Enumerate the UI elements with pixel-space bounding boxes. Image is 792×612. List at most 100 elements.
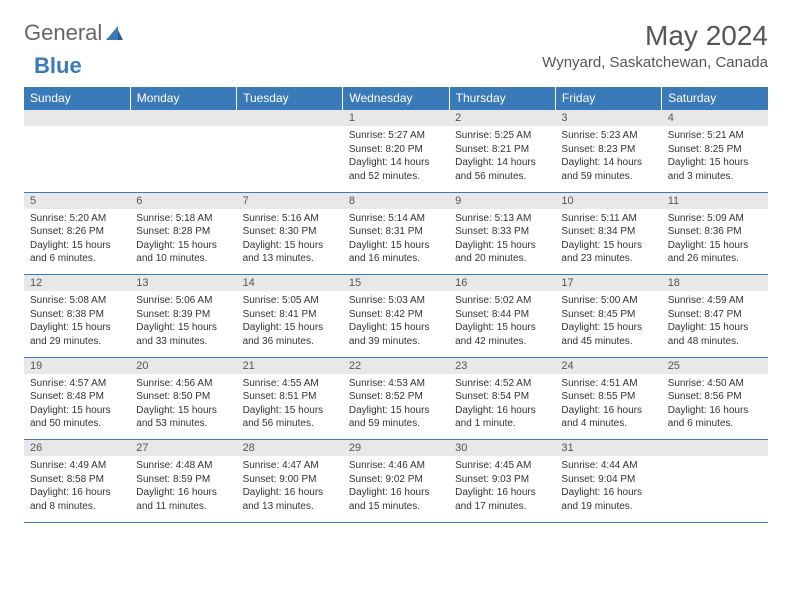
daynum-row: 262728293031: [24, 440, 768, 457]
daylight-text: Daylight: 15 hours and 42 minutes.: [455, 321, 549, 348]
daylight-text: Daylight: 15 hours and 6 minutes.: [30, 239, 124, 266]
logo-text-2: Blue: [34, 53, 82, 78]
day-number: 14: [237, 275, 343, 292]
sunrise-text: Sunrise: 4:53 AM: [349, 377, 443, 391]
day-number: 5: [24, 192, 130, 209]
day-number: 25: [662, 357, 768, 374]
sunrise-text: Sunrise: 4:50 AM: [668, 377, 762, 391]
sunset-text: Sunset: 8:48 PM: [30, 390, 124, 404]
daylight-text: Daylight: 15 hours and 3 minutes.: [668, 156, 762, 183]
sunrise-text: Sunrise: 5:13 AM: [455, 212, 549, 226]
logo: General: [24, 20, 124, 46]
sunrise-text: Sunrise: 5:09 AM: [668, 212, 762, 226]
daylight-text: Daylight: 15 hours and 36 minutes.: [243, 321, 337, 348]
sunrise-text: Sunrise: 5:03 AM: [349, 294, 443, 308]
daylight-text: Daylight: 15 hours and 16 minutes.: [349, 239, 443, 266]
day-details: Sunrise: 5:13 AMSunset: 8:33 PMDaylight:…: [449, 209, 555, 275]
day-number: 4: [662, 110, 768, 127]
day-number: 20: [130, 357, 236, 374]
day-details: Sunrise: 5:14 AMSunset: 8:31 PMDaylight:…: [343, 209, 449, 275]
col-wednesday: Wednesday: [343, 87, 449, 110]
sunrise-text: Sunrise: 5:21 AM: [668, 129, 762, 143]
day-details: [130, 126, 236, 192]
daylight-text: Daylight: 16 hours and 8 minutes.: [30, 486, 124, 513]
sunrise-text: Sunrise: 4:57 AM: [30, 377, 124, 391]
daylight-text: Daylight: 15 hours and 56 minutes.: [243, 404, 337, 431]
sunset-text: Sunset: 8:36 PM: [668, 225, 762, 239]
sunrise-text: Sunrise: 4:46 AM: [349, 459, 443, 473]
daylight-text: Daylight: 15 hours and 23 minutes.: [561, 239, 655, 266]
sunset-text: Sunset: 8:47 PM: [668, 308, 762, 322]
day-number: 16: [449, 275, 555, 292]
sunset-text: Sunset: 8:30 PM: [243, 225, 337, 239]
daylight-text: Daylight: 16 hours and 15 minutes.: [349, 486, 443, 513]
day-number: 21: [237, 357, 343, 374]
daylight-text: Daylight: 15 hours and 26 minutes.: [668, 239, 762, 266]
day-details: Sunrise: 5:02 AMSunset: 8:44 PMDaylight:…: [449, 291, 555, 357]
col-sunday: Sunday: [24, 87, 130, 110]
day-details: Sunrise: 4:47 AMSunset: 9:00 PMDaylight:…: [237, 456, 343, 522]
sunrise-text: Sunrise: 4:47 AM: [243, 459, 337, 473]
col-tuesday: Tuesday: [237, 87, 343, 110]
day-number: 26: [24, 440, 130, 457]
day-number: 10: [555, 192, 661, 209]
sunrise-text: Sunrise: 4:55 AM: [243, 377, 337, 391]
day-details: Sunrise: 4:57 AMSunset: 8:48 PMDaylight:…: [24, 374, 130, 440]
sunset-text: Sunset: 8:55 PM: [561, 390, 655, 404]
logo-sail-icon: [104, 24, 124, 42]
day-details: Sunrise: 5:27 AMSunset: 8:20 PMDaylight:…: [343, 126, 449, 192]
sunrise-text: Sunrise: 4:49 AM: [30, 459, 124, 473]
day-details: Sunrise: 5:25 AMSunset: 8:21 PMDaylight:…: [449, 126, 555, 192]
sunset-text: Sunset: 8:28 PM: [136, 225, 230, 239]
day-number: 9: [449, 192, 555, 209]
col-monday: Monday: [130, 87, 236, 110]
sunrise-text: Sunrise: 5:25 AM: [455, 129, 549, 143]
daylight-text: Daylight: 16 hours and 11 minutes.: [136, 486, 230, 513]
day-details: [237, 126, 343, 192]
day-number: 8: [343, 192, 449, 209]
sunrise-text: Sunrise: 4:44 AM: [561, 459, 655, 473]
sunset-text: Sunset: 9:03 PM: [455, 473, 549, 487]
col-friday: Friday: [555, 87, 661, 110]
day-details: Sunrise: 4:56 AMSunset: 8:50 PMDaylight:…: [130, 374, 236, 440]
sunset-text: Sunset: 8:21 PM: [455, 143, 549, 157]
detail-row: Sunrise: 5:20 AMSunset: 8:26 PMDaylight:…: [24, 209, 768, 275]
day-number: 15: [343, 275, 449, 292]
day-number: 31: [555, 440, 661, 457]
sunset-text: Sunset: 8:50 PM: [136, 390, 230, 404]
sunset-text: Sunset: 8:26 PM: [30, 225, 124, 239]
day-number: 6: [130, 192, 236, 209]
sunset-text: Sunset: 8:42 PM: [349, 308, 443, 322]
sunset-text: Sunset: 8:56 PM: [668, 390, 762, 404]
daylight-text: Daylight: 16 hours and 19 minutes.: [561, 486, 655, 513]
day-details: Sunrise: 5:00 AMSunset: 8:45 PMDaylight:…: [555, 291, 661, 357]
sunrise-text: Sunrise: 5:00 AM: [561, 294, 655, 308]
sunrise-text: Sunrise: 4:52 AM: [455, 377, 549, 391]
daylight-text: Daylight: 15 hours and 50 minutes.: [30, 404, 124, 431]
sunset-text: Sunset: 8:44 PM: [455, 308, 549, 322]
daylight-text: Daylight: 15 hours and 45 minutes.: [561, 321, 655, 348]
day-details: Sunrise: 5:08 AMSunset: 8:38 PMDaylight:…: [24, 291, 130, 357]
sunrise-text: Sunrise: 5:18 AM: [136, 212, 230, 226]
sunset-text: Sunset: 9:00 PM: [243, 473, 337, 487]
day-details: Sunrise: 5:11 AMSunset: 8:34 PMDaylight:…: [555, 209, 661, 275]
sunset-text: Sunset: 9:02 PM: [349, 473, 443, 487]
day-number: 29: [343, 440, 449, 457]
day-details: Sunrise: 4:44 AMSunset: 9:04 PMDaylight:…: [555, 456, 661, 522]
location: Wynyard, Saskatchewan, Canada: [542, 54, 768, 71]
day-details: Sunrise: 5:23 AMSunset: 8:23 PMDaylight:…: [555, 126, 661, 192]
col-thursday: Thursday: [449, 87, 555, 110]
day-number: [237, 110, 343, 127]
col-saturday: Saturday: [662, 87, 768, 110]
sunset-text: Sunset: 8:20 PM: [349, 143, 443, 157]
daylight-text: Daylight: 15 hours and 48 minutes.: [668, 321, 762, 348]
day-number: 23: [449, 357, 555, 374]
sunset-text: Sunset: 8:38 PM: [30, 308, 124, 322]
daylight-text: Daylight: 16 hours and 4 minutes.: [561, 404, 655, 431]
day-number: 19: [24, 357, 130, 374]
day-number: 13: [130, 275, 236, 292]
sunset-text: Sunset: 9:04 PM: [561, 473, 655, 487]
weekday-header-row: Sunday Monday Tuesday Wednesday Thursday…: [24, 87, 768, 110]
day-details: Sunrise: 4:45 AMSunset: 9:03 PMDaylight:…: [449, 456, 555, 522]
day-details: Sunrise: 4:53 AMSunset: 8:52 PMDaylight:…: [343, 374, 449, 440]
